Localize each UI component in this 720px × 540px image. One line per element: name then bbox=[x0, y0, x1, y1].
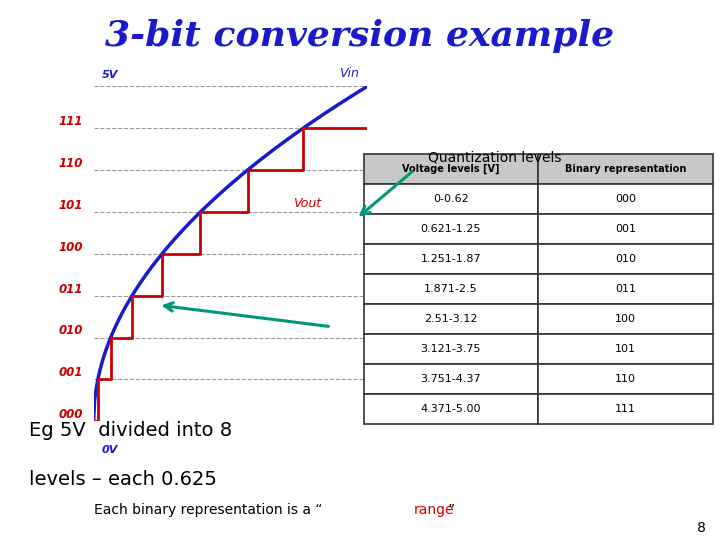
Text: 001: 001 bbox=[58, 366, 83, 379]
Text: levels – each 0.625: levels – each 0.625 bbox=[29, 470, 217, 489]
Text: 100: 100 bbox=[615, 314, 636, 324]
Bar bbox=[364, 304, 539, 334]
Bar bbox=[364, 364, 539, 394]
Text: Binary representation: Binary representation bbox=[564, 164, 686, 174]
Text: 4.371-5.00: 4.371-5.00 bbox=[420, 404, 481, 414]
Bar bbox=[364, 214, 539, 244]
Bar bbox=[539, 244, 713, 274]
Text: 000: 000 bbox=[615, 194, 636, 204]
Text: 111: 111 bbox=[58, 115, 83, 129]
Bar bbox=[539, 214, 713, 244]
Text: 0.621-1.25: 0.621-1.25 bbox=[420, 224, 481, 234]
Text: Eg 5V  divided into 8: Eg 5V divided into 8 bbox=[29, 421, 232, 440]
Text: ”: ” bbox=[448, 503, 455, 517]
Text: 101: 101 bbox=[58, 199, 83, 212]
Text: 100: 100 bbox=[58, 241, 83, 254]
Bar bbox=[539, 364, 713, 394]
Text: 010: 010 bbox=[615, 254, 636, 264]
Bar bbox=[364, 334, 539, 364]
Text: 001: 001 bbox=[615, 224, 636, 234]
Text: Voltage levels [V]: Voltage levels [V] bbox=[402, 164, 500, 174]
Bar bbox=[364, 244, 539, 274]
Text: Vin: Vin bbox=[339, 67, 359, 80]
Text: Vout: Vout bbox=[293, 197, 321, 210]
Bar bbox=[539, 154, 713, 184]
Bar bbox=[364, 274, 539, 304]
Text: 010: 010 bbox=[58, 325, 83, 338]
Bar bbox=[539, 274, 713, 304]
Text: 2.51-3.12: 2.51-3.12 bbox=[424, 314, 477, 324]
Text: Quantization levels: Quantization levels bbox=[428, 151, 562, 165]
Text: Each binary representation is a “: Each binary representation is a “ bbox=[94, 503, 322, 517]
Bar bbox=[364, 394, 539, 424]
Text: 0-0.62: 0-0.62 bbox=[433, 194, 469, 204]
Text: range: range bbox=[414, 503, 454, 517]
Text: 0V: 0V bbox=[102, 444, 118, 455]
Bar bbox=[539, 304, 713, 334]
Bar bbox=[539, 184, 713, 214]
Text: 5V: 5V bbox=[102, 70, 118, 80]
Text: 110: 110 bbox=[615, 374, 636, 384]
Text: 101: 101 bbox=[615, 344, 636, 354]
Text: 3.121-3.75: 3.121-3.75 bbox=[420, 344, 481, 354]
Text: 111: 111 bbox=[615, 404, 636, 414]
Text: 110: 110 bbox=[58, 157, 83, 170]
Bar bbox=[539, 394, 713, 424]
Text: 8: 8 bbox=[697, 521, 706, 535]
Text: 000: 000 bbox=[58, 408, 83, 421]
Text: 011: 011 bbox=[58, 282, 83, 296]
Bar bbox=[364, 184, 539, 214]
Bar bbox=[364, 154, 539, 184]
Text: 011: 011 bbox=[615, 284, 636, 294]
Text: 3-bit conversion example: 3-bit conversion example bbox=[105, 19, 615, 53]
Text: 3.751-4.37: 3.751-4.37 bbox=[420, 374, 481, 384]
Text: 1.871-2.5: 1.871-2.5 bbox=[424, 284, 477, 294]
Text: 1.251-1.87: 1.251-1.87 bbox=[420, 254, 481, 264]
Bar bbox=[539, 334, 713, 364]
